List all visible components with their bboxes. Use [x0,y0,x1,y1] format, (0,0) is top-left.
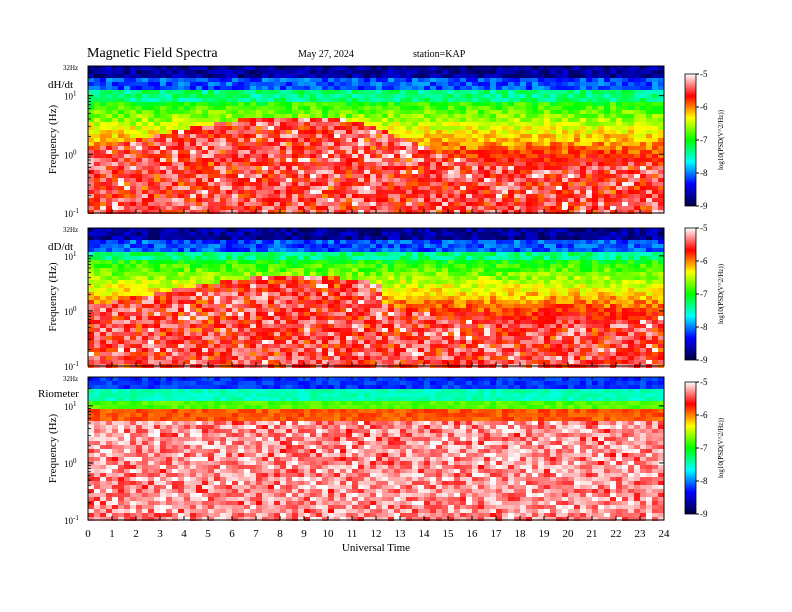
colorbar: -9 -8 -7 -6 -5 log10(PSD(V^2/Hz)) [684,69,725,211]
x-axis-label: Universal Time [342,542,410,554]
colorbar-tick-label: -9 [700,355,708,365]
date-label: May 27, 2024 [298,49,354,60]
colorbar-tick-label: -5 [700,223,708,233]
x-tick-label: 20 [563,528,575,540]
y-axis-label: Frequency (Hz) [47,414,59,484]
x-tick-label: 24 [659,528,671,540]
x-tick-label: 14 [419,528,431,540]
y-axis-label: Frequency (Hz) [47,262,59,332]
x-tick-label: 2 [133,528,139,540]
x-tick-label: 5 [205,528,211,540]
x-tick-label: 4 [181,528,187,540]
x-tick-label: 9 [301,528,307,540]
colorbar-tick-label: -5 [700,377,708,387]
colorbar-label: log10(PSD(V^2/Hz)) [717,263,725,324]
y-tick-label: 10-1 [64,207,79,219]
colorbar: -9 -8 -7 -6 -5 log10(PSD(V^2/Hz)) [684,377,725,519]
x-tick-label: 11 [347,528,358,540]
y-tick-label: 10-1 [64,360,79,372]
panel-label: dD/dt [48,241,73,253]
x-tick-label: 8 [277,528,283,540]
y-tick-label: 101 [64,90,77,102]
y-tick-label: 100 [64,148,77,160]
x-tick-label: 3 [157,528,163,540]
colorbar-bar [684,73,697,207]
y-tick-label: 100 [64,457,77,469]
colorbar-bar [684,381,697,515]
x-tick-label: 21 [587,528,598,540]
colorbar-tick-label: -7 [700,289,708,299]
colorbar-tick-label: -8 [700,168,708,178]
heatmap-cells [88,377,664,521]
x-tick-label: 18 [515,528,527,540]
colorbar-tick-label: -7 [700,443,708,453]
y-tick-label: 101 [64,400,77,412]
x-tick-label: 22 [611,528,622,540]
y-axis-label: Frequency (Hz) [47,105,59,175]
station-label: station=KAP [413,49,466,60]
x-tick-label: 6 [229,528,235,540]
x-tick-label: 10 [323,528,335,540]
heatmap-cells [88,66,664,214]
panel-label: dH/dt [48,79,73,91]
colorbar-bar [684,227,697,361]
x-tick-label: 12 [371,528,382,540]
top-frequency-label: 32Hz [63,375,78,383]
x-tick-label: 17 [491,528,503,540]
x-tick-label: 13 [395,528,407,540]
colorbar-label: log10(PSD(V^2/Hz)) [717,109,725,170]
x-tick-label: 1 [109,528,115,540]
x-tick-label: 0 [85,528,91,540]
colorbar-label: log10(PSD(V^2/Hz)) [717,417,725,478]
y-tick-label: 10-1 [64,514,79,526]
colorbar-tick-label: -9 [700,509,708,519]
colorbar-tick-label: -6 [700,410,708,420]
x-tick-label: 16 [467,528,479,540]
colorbar-tick-label: -8 [700,476,708,486]
colorbar-tick-label: -5 [700,69,708,79]
heatmap-cells [88,228,664,368]
chart-title: Magnetic Field Spectra [87,46,218,61]
colorbar-tick-label: -8 [700,322,708,332]
colorbar-tick-label: -6 [700,102,708,112]
colorbar-tick-label: -6 [700,256,708,266]
panel-label: Riometer [38,388,79,400]
top-frequency-label: 32Hz [63,64,78,72]
colorbar: -9 -8 -7 -6 -5 log10(PSD(V^2/Hz)) [684,223,725,365]
y-tick-label: 101 [64,250,77,262]
x-tick-label: 15 [443,528,455,540]
y-tick-label: 100 [64,305,77,317]
colorbar-tick-label: -7 [700,135,708,145]
x-tick-label: 7 [253,528,259,540]
x-tick-label: 23 [635,528,647,540]
x-tick-label: 19 [539,528,551,540]
top-frequency-label: 32Hz [63,226,78,234]
colorbar-tick-label: -9 [700,201,708,211]
